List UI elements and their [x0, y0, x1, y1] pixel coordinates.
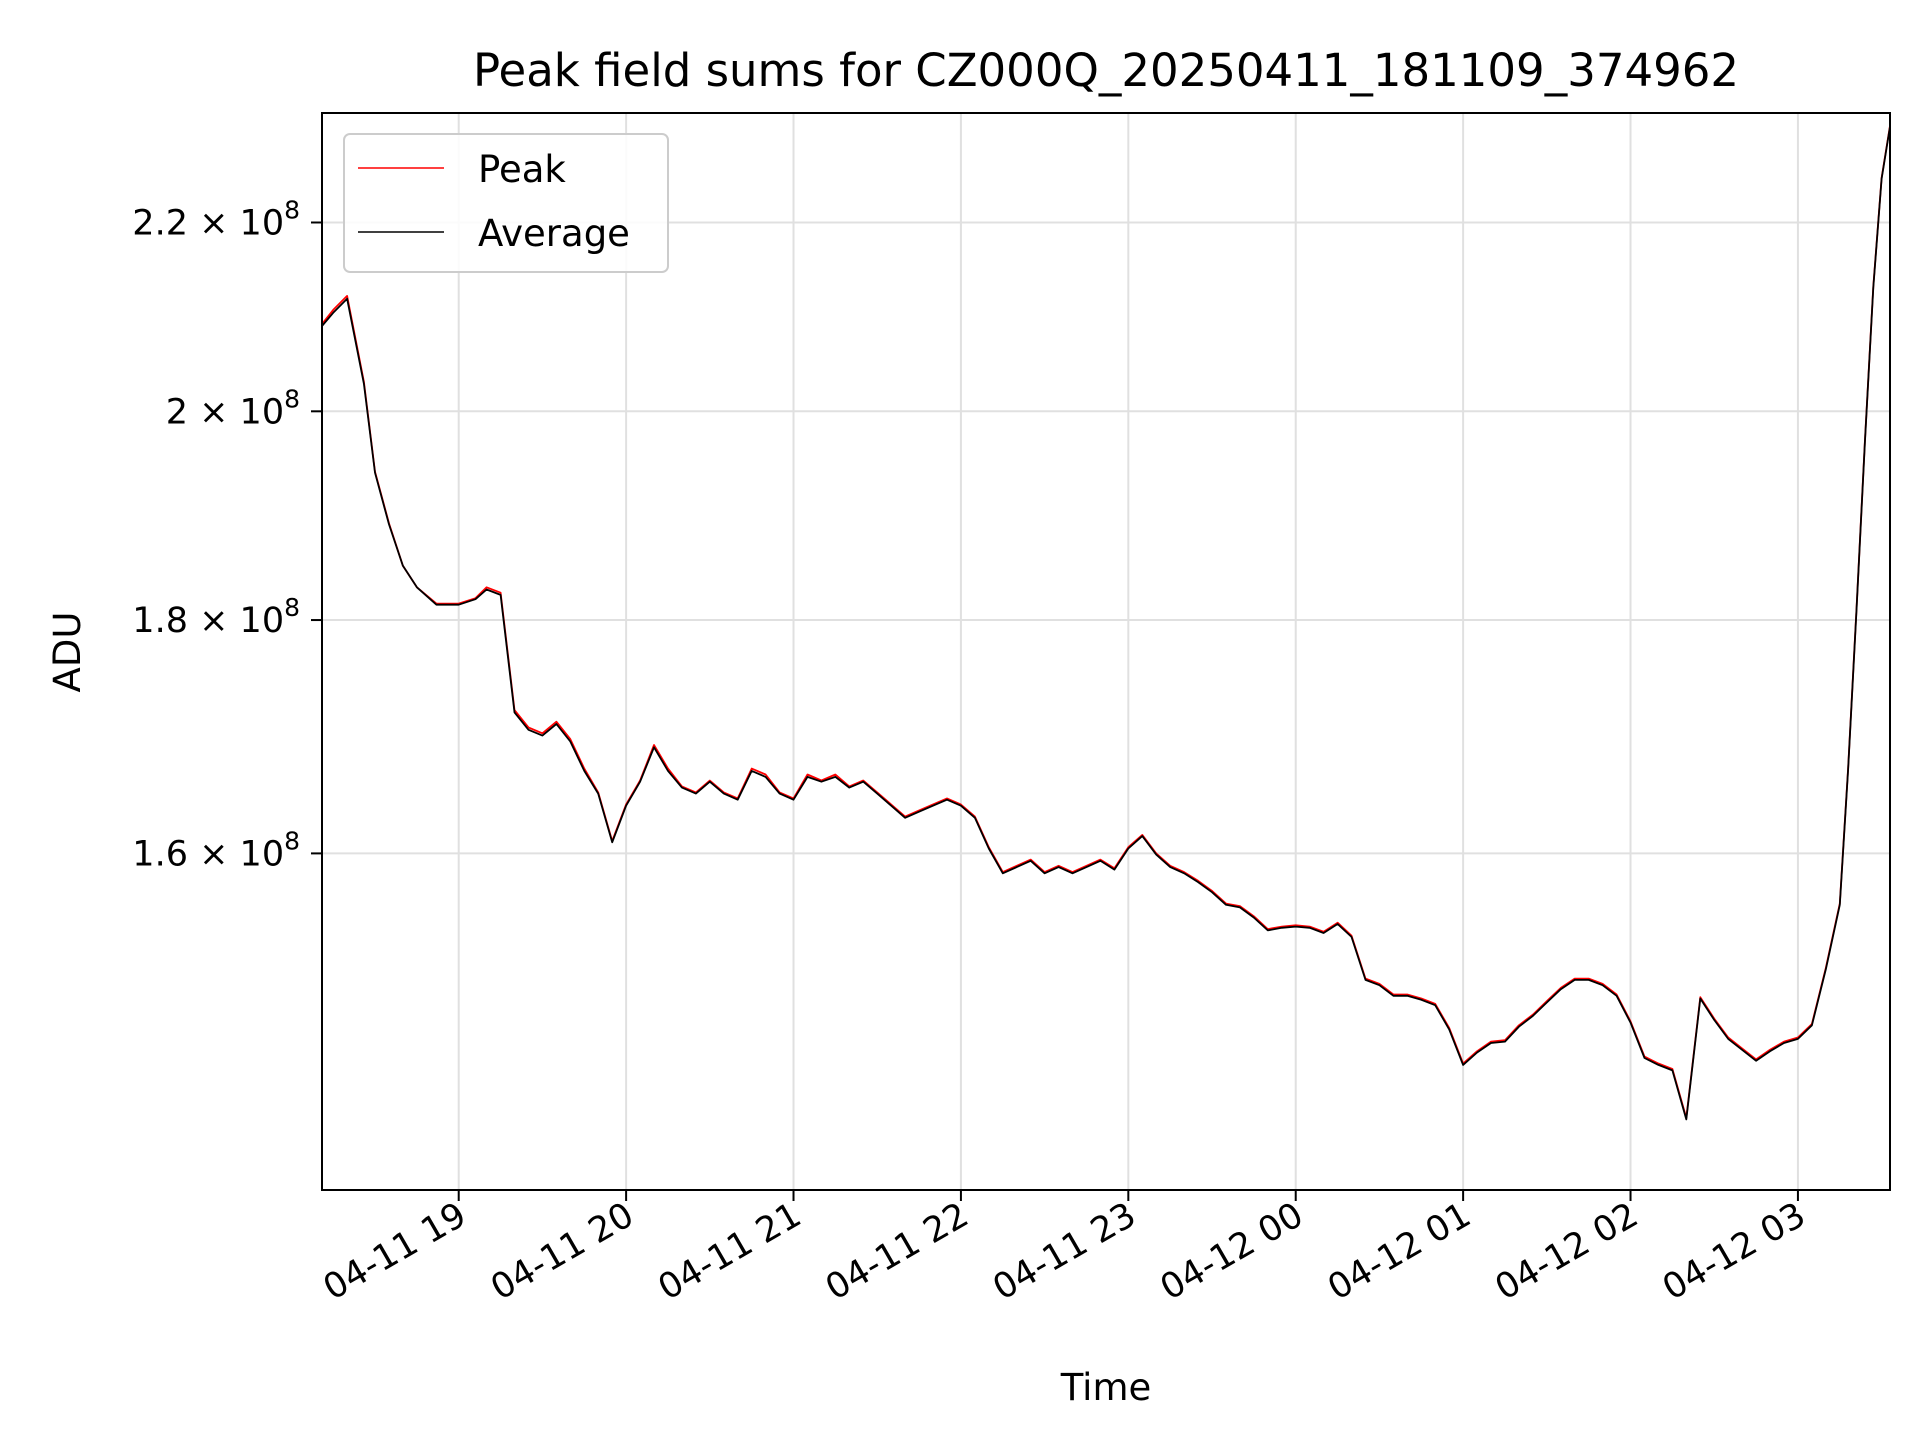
y-tick-times: × 10 — [188, 601, 284, 641]
plot-area-frame — [321, 112, 1891, 1191]
y-tick-exponent: 8 — [284, 826, 300, 855]
legend-label-average: Average — [478, 212, 630, 255]
y-axis-label: ADU — [46, 612, 89, 693]
series-line-average — [321, 126, 1891, 1121]
legend: Peak Average — [343, 133, 669, 273]
series-lines — [321, 125, 1891, 1121]
y-tick-label: 2 × 108 — [166, 384, 300, 432]
chart-title: Peak field sums for CZ000Q_20250411_1811… — [473, 44, 1739, 97]
y-tick-label: 1.8 × 108 — [132, 593, 300, 641]
y-tick-mantissa: 2.2 — [132, 203, 188, 243]
y-tick-exponent: 8 — [284, 593, 300, 622]
y-tick-times: × 10 — [188, 392, 284, 432]
grid-lines — [322, 113, 1890, 1190]
y-tick-times: × 10 — [188, 834, 284, 874]
y-tick-mantissa: 1.8 — [132, 601, 188, 641]
y-tick-times: × 10 — [188, 203, 284, 243]
y-tick-label: 1.6 × 108 — [132, 826, 300, 874]
x-axis-label: Time — [1060, 1366, 1152, 1409]
y-tick-mantissa: 2 — [166, 392, 188, 432]
y-tick-mantissa: 1.6 — [132, 834, 188, 874]
legend-label-peak: Peak — [478, 148, 566, 191]
y-tick-exponent: 8 — [284, 195, 300, 224]
y-tick-exponent: 8 — [284, 384, 300, 413]
y-tick-label: 2.2 × 108 — [132, 195, 300, 243]
